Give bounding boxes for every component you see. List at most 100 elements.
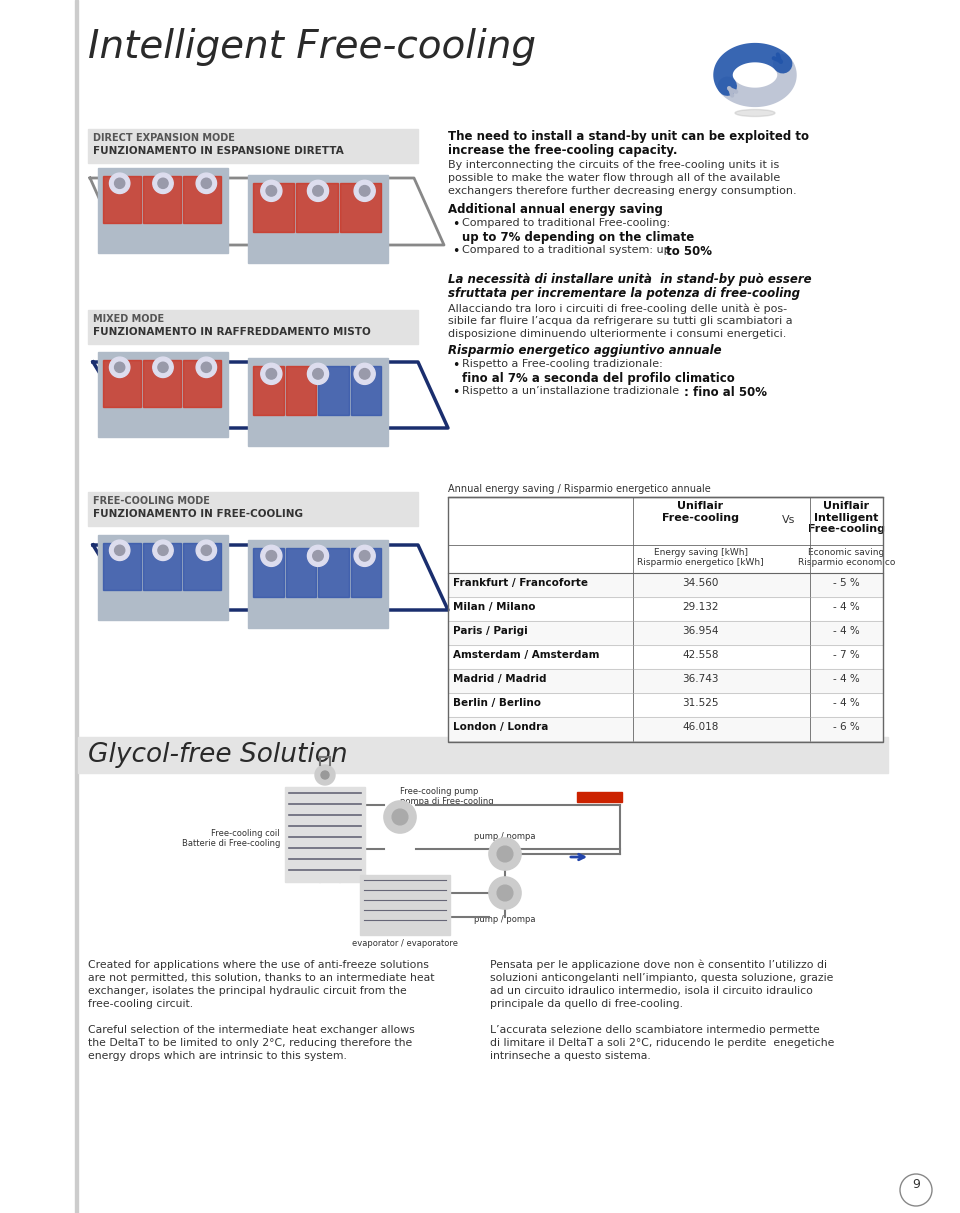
Circle shape xyxy=(261,546,282,566)
Text: Annual energy saving / Risparmio energetico annuale: Annual energy saving / Risparmio energet… xyxy=(448,484,710,494)
Text: free-cooling circuit.: free-cooling circuit. xyxy=(88,1000,193,1009)
Text: 36.743: 36.743 xyxy=(683,674,719,684)
Text: pump / pompa: pump / pompa xyxy=(474,915,536,924)
Text: exchanger, isolates the principal hydraulic circuit from the: exchanger, isolates the principal hydrau… xyxy=(88,986,407,996)
Text: pump / pompa: pump / pompa xyxy=(474,832,536,841)
Circle shape xyxy=(307,181,328,201)
Text: Risparmio energetico aggiuntivo annuale: Risparmio energetico aggiuntivo annuale xyxy=(448,344,722,357)
Bar xyxy=(448,497,883,742)
Circle shape xyxy=(315,765,335,785)
Text: Compared to traditional Free-cooling:: Compared to traditional Free-cooling: xyxy=(462,218,670,228)
Polygon shape xyxy=(183,360,221,408)
Polygon shape xyxy=(253,366,283,415)
Circle shape xyxy=(196,357,217,377)
Circle shape xyxy=(153,357,173,377)
Polygon shape xyxy=(103,176,141,223)
Text: 31.525: 31.525 xyxy=(683,697,719,708)
Text: 46.018: 46.018 xyxy=(683,722,719,731)
Bar xyxy=(285,787,365,882)
Text: FREE-COOLING MODE: FREE-COOLING MODE xyxy=(93,496,210,506)
Circle shape xyxy=(202,363,211,372)
Text: The need to install a stand-by unit can be exploited to: The need to install a stand-by unit can … xyxy=(448,130,809,143)
Circle shape xyxy=(307,546,328,566)
Bar xyxy=(448,621,883,645)
Text: evaporator / evaporatore: evaporator / evaporatore xyxy=(352,939,458,949)
Bar xyxy=(448,670,883,693)
Polygon shape xyxy=(143,360,181,408)
Text: La necessità di installare unità  in stand-by può essere: La necessità di installare unità in stan… xyxy=(448,273,811,286)
Text: di limitare il DeltaT a soli 2°C, riducendo le perdite  enegetiche: di limitare il DeltaT a soli 2°C, riduce… xyxy=(490,1038,834,1048)
Circle shape xyxy=(266,369,276,380)
Text: disposizione diminuendo ulteriormente i consumi energetici.: disposizione diminuendo ulteriormente i … xyxy=(448,329,786,338)
Text: - 4 %: - 4 % xyxy=(833,674,860,684)
Circle shape xyxy=(153,173,173,194)
Text: : fino al 50%: : fino al 50% xyxy=(684,386,767,399)
Text: exchangers therefore further decreasing energy consumption.: exchangers therefore further decreasing … xyxy=(448,186,797,197)
Text: Careful selection of the intermediate heat exchanger allows: Careful selection of the intermediate he… xyxy=(88,1025,415,1035)
Text: Additional annual energy saving: Additional annual energy saving xyxy=(448,203,662,216)
Polygon shape xyxy=(183,543,221,591)
Polygon shape xyxy=(318,366,348,415)
Text: 9: 9 xyxy=(912,1179,920,1191)
Circle shape xyxy=(313,551,324,562)
Polygon shape xyxy=(297,183,338,232)
Bar xyxy=(248,358,388,446)
Circle shape xyxy=(497,885,513,901)
Text: are not permitted, this solution, thanks to an intermediate heat: are not permitted, this solution, thanks… xyxy=(88,973,435,983)
Bar xyxy=(98,352,228,437)
Text: Intelligent Free-cooling: Intelligent Free-cooling xyxy=(88,28,536,66)
Text: to 50%: to 50% xyxy=(662,245,712,258)
Circle shape xyxy=(313,369,324,380)
Polygon shape xyxy=(350,548,381,597)
Bar xyxy=(98,535,228,620)
Text: principale da quello di free-cooling.: principale da quello di free-cooling. xyxy=(490,1000,683,1009)
Text: fino al 7% a seconda del profilo climatico: fino al 7% a seconda del profilo climati… xyxy=(462,372,734,385)
Text: L’accurata selezione dello scambiatore intermedio permette: L’accurata selezione dello scambiatore i… xyxy=(490,1025,820,1035)
Text: sfruttata per incrementare la potenza di free-cooling: sfruttata per incrementare la potenza di… xyxy=(448,287,800,300)
Circle shape xyxy=(202,178,211,188)
Text: the DeltaT to be limited to only 2°C, reducing therefore the: the DeltaT to be limited to only 2°C, re… xyxy=(88,1038,412,1048)
Circle shape xyxy=(497,845,513,862)
Text: London / Londra: London / Londra xyxy=(453,722,548,731)
Text: Milan / Milano: Milan / Milano xyxy=(453,602,536,613)
Text: Created for applications where the use of anti-freeze solutions: Created for applications where the use o… xyxy=(88,959,429,970)
Polygon shape xyxy=(253,183,295,232)
Bar xyxy=(360,875,450,935)
Text: up to 7% depending on the climate: up to 7% depending on the climate xyxy=(462,230,694,244)
Text: Glycol-free Solution: Glycol-free Solution xyxy=(88,742,348,768)
Circle shape xyxy=(321,771,329,779)
Circle shape xyxy=(313,186,324,197)
Text: ad un circuito idraulico intermedio, isola il circuito idraulico: ad un circuito idraulico intermedio, iso… xyxy=(490,986,813,996)
Circle shape xyxy=(359,551,370,562)
Polygon shape xyxy=(285,548,316,597)
Text: 34.560: 34.560 xyxy=(683,579,719,588)
Text: energy drops which are intrinsic to this system.: energy drops which are intrinsic to this… xyxy=(88,1050,347,1061)
Text: Madrid / Madrid: Madrid / Madrid xyxy=(453,674,546,684)
Text: Amsterdam / Amsterdam: Amsterdam / Amsterdam xyxy=(453,650,599,660)
Text: MIXED MODE: MIXED MODE xyxy=(93,314,164,324)
Text: Free-cooling pump
pompa di Free-cooling: Free-cooling pump pompa di Free-cooling xyxy=(400,787,493,807)
Circle shape xyxy=(114,545,125,556)
Polygon shape xyxy=(253,548,283,597)
Text: Frankfurt / Francoforte: Frankfurt / Francoforte xyxy=(453,579,588,588)
Bar xyxy=(78,738,888,773)
Text: •: • xyxy=(452,359,460,372)
Text: 42.558: 42.558 xyxy=(683,650,719,660)
Circle shape xyxy=(384,801,416,833)
Circle shape xyxy=(157,178,168,188)
Polygon shape xyxy=(350,366,381,415)
Text: •: • xyxy=(452,245,460,258)
Text: Economic saving
Risparmio economico: Economic saving Risparmio economico xyxy=(798,548,895,568)
Text: soluzioni anticongelanti nell’impianto, questa soluzione, grazie: soluzioni anticongelanti nell’impianto, … xyxy=(490,973,833,983)
Text: Free-cooling coil
Batterie di Free-cooling: Free-cooling coil Batterie di Free-cooli… xyxy=(181,828,280,848)
Circle shape xyxy=(266,186,276,197)
Text: Rispetto a un’installazione tradizionale: Rispetto a un’installazione tradizionale xyxy=(462,386,679,395)
Polygon shape xyxy=(183,176,221,223)
Text: By interconnecting the circuits of the free-cooling units it is: By interconnecting the circuits of the f… xyxy=(448,160,780,170)
Circle shape xyxy=(109,173,130,194)
Bar xyxy=(448,717,883,741)
Circle shape xyxy=(109,357,130,377)
Circle shape xyxy=(196,173,217,194)
Circle shape xyxy=(114,178,125,188)
Bar xyxy=(75,0,78,1213)
